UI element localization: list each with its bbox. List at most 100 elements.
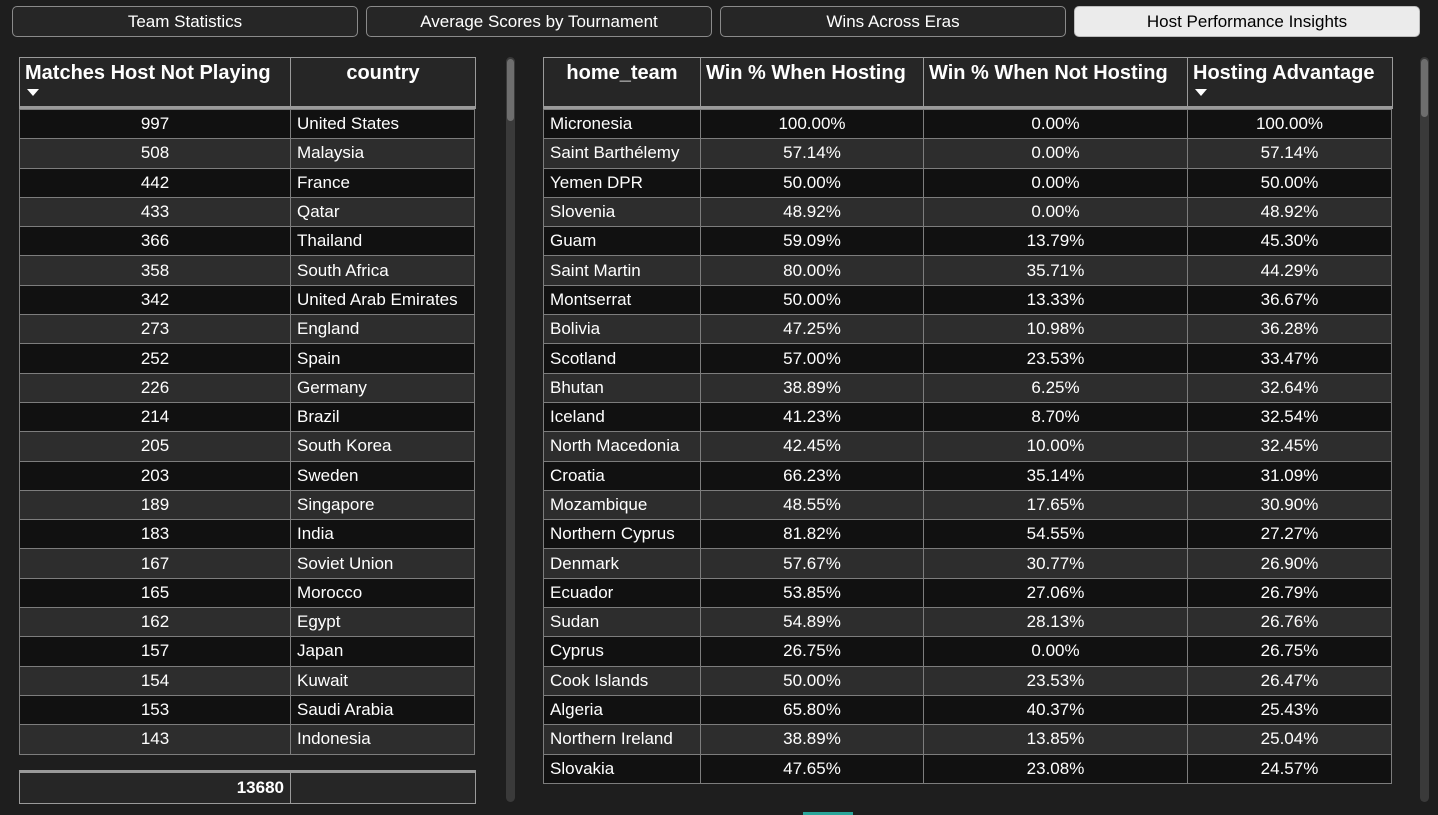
- win-pct-hosting-cell: 100.00%: [700, 109, 924, 140]
- table-row[interactable]: 273 England: [19, 314, 475, 345]
- table-row[interactable]: Yemen DPR 50.00% 0.00% 50.00%: [543, 167, 1392, 198]
- matches-cell: 153: [19, 694, 291, 726]
- table-row[interactable]: 226 Germany: [19, 372, 475, 403]
- left-scrollbar-thumb[interactable]: [507, 59, 514, 121]
- table-row[interactable]: Denmark 57.67% 30.77% 26.90%: [543, 548, 1392, 579]
- right-table-body[interactable]: Micronesia 100.00% 0.00% 100.00% Saint Barth…: [543, 109, 1392, 802]
- hosting-advantage-cell: 25.04%: [1187, 724, 1392, 755]
- table-row[interactable]: 183 India: [19, 519, 475, 550]
- home-team-cell: Denmark: [543, 548, 701, 579]
- table-row[interactable]: 366 Thailand: [19, 226, 475, 257]
- tab-host-performance-insights[interactable]: Host Performance Insights: [1074, 6, 1420, 37]
- home-team-cell: Northern Cyprus: [543, 519, 701, 550]
- country-cell: Japan: [290, 636, 475, 667]
- win-pct-hosting-cell: 38.89%: [700, 372, 924, 403]
- footer-country-cell: [290, 770, 476, 804]
- column-header-win-pct-hosting[interactable]: Win % When Hosting: [700, 57, 924, 109]
- table-row[interactable]: 162 Egypt: [19, 607, 475, 638]
- table-row[interactable]: 433 Qatar: [19, 196, 475, 228]
- tab-wins-across-eras[interactable]: Wins Across Eras: [720, 6, 1066, 37]
- table-row[interactable]: Montserrat 50.00% 13.33% 36.67%: [543, 284, 1392, 316]
- hosting-advantage-cell: 36.28%: [1187, 314, 1392, 345]
- table-row[interactable]: Northern Cyprus 81.82% 54.55% 27.27%: [543, 519, 1392, 550]
- win-pct-hosting-cell: 53.85%: [700, 577, 924, 609]
- hosting-advantage-cell: 57.14%: [1187, 138, 1392, 169]
- table-row[interactable]: 252 Spain: [19, 343, 475, 374]
- table-row[interactable]: Sudan 54.89% 28.13% 26.76%: [543, 607, 1392, 638]
- table-row[interactable]: 167 Soviet Union: [19, 548, 475, 579]
- table-row[interactable]: 154 Kuwait: [19, 665, 475, 696]
- win-pct-hosting-cell: 50.00%: [700, 665, 924, 696]
- table-row[interactable]: Micronesia 100.00% 0.00% 100.00%: [543, 109, 1392, 140]
- column-header-country[interactable]: country: [290, 57, 476, 109]
- table-row[interactable]: Slovakia 47.65% 23.08% 24.57%: [543, 753, 1392, 784]
- win-pct-hosting-cell: 48.92%: [700, 196, 924, 228]
- table-row[interactable]: 153 Saudi Arabia: [19, 694, 475, 726]
- table-row[interactable]: Algeria 65.80% 40.37% 25.43%: [543, 694, 1392, 726]
- column-header-win-pct-not-hosting[interactable]: Win % When Not Hosting: [923, 57, 1188, 109]
- matches-cell: 154: [19, 665, 291, 696]
- table-row[interactable]: 997 United States: [19, 109, 475, 140]
- home-team-cell: Slovenia: [543, 196, 701, 228]
- table-row[interactable]: 189 Singapore: [19, 489, 475, 521]
- table-row[interactable]: Scotland 57.00% 23.53% 33.47%: [543, 343, 1392, 374]
- table-row[interactable]: 165 Morocco: [19, 577, 475, 609]
- table-row[interactable]: Iceland 41.23% 8.70% 32.54%: [543, 401, 1392, 433]
- country-cell: United Arab Emirates: [290, 284, 475, 316]
- table-row[interactable]: 358 South Africa: [19, 255, 475, 286]
- right-table-scrollbar[interactable]: [1420, 57, 1429, 802]
- win-pct-hosting-cell: 47.65%: [700, 753, 924, 784]
- table-row[interactable]: Mozambique 48.55% 17.65% 30.90%: [543, 489, 1392, 521]
- table-row[interactable]: Bolivia 47.25% 10.98% 36.28%: [543, 314, 1392, 345]
- matches-cell: 205: [19, 431, 291, 462]
- table-row[interactable]: 214 Brazil: [19, 401, 475, 433]
- left-table-scrollbar[interactable]: [506, 57, 515, 802]
- left-table-body[interactable]: 997 United States 508 Malaysia 442 France 433 Q…: [19, 109, 475, 770]
- tab-average-scores-by-tournament[interactable]: Average Scores by Tournament: [366, 6, 712, 37]
- table-row[interactable]: Cyprus 26.75% 0.00% 26.75%: [543, 636, 1392, 667]
- right-scrollbar-thumb[interactable]: [1421, 59, 1428, 117]
- win-pct-not-hosting-cell: 28.13%: [923, 607, 1188, 638]
- win-pct-hosting-cell: 38.89%: [700, 724, 924, 755]
- matches-cell: 433: [19, 196, 291, 228]
- table-row[interactable]: 157 Japan: [19, 636, 475, 667]
- column-header-matches-host-not-playing[interactable]: Matches Host Not Playing: [19, 57, 291, 109]
- left-table-footer: 13680: [19, 770, 476, 804]
- country-cell: Sweden: [290, 460, 475, 491]
- table-row[interactable]: 442 France: [19, 167, 475, 198]
- table-row[interactable]: Saint Martin 80.00% 35.71% 44.29%: [543, 255, 1392, 286]
- table-row[interactable]: 203 Sweden: [19, 460, 475, 491]
- matches-cell: 143: [19, 724, 291, 755]
- table-row[interactable]: Slovenia 48.92% 0.00% 48.92%: [543, 196, 1392, 228]
- hosting-advantage-cell: 48.92%: [1187, 196, 1392, 228]
- matches-cell: 366: [19, 226, 291, 257]
- win-pct-not-hosting-cell: 8.70%: [923, 401, 1188, 433]
- column-header-home-team[interactable]: home_team: [543, 57, 701, 109]
- table-row[interactable]: Ecuador 53.85% 27.06% 26.79%: [543, 577, 1392, 609]
- hosting-advantage-cell: 26.75%: [1187, 636, 1392, 667]
- home-team-cell: Cyprus: [543, 636, 701, 667]
- column-header-hosting-advantage[interactable]: Hosting Advantage: [1187, 57, 1393, 109]
- table-row[interactable]: Croatia 66.23% 35.14% 31.09%: [543, 460, 1392, 491]
- table-row[interactable]: Saint Barthélemy 57.14% 0.00% 57.14%: [543, 138, 1392, 169]
- country-cell: India: [290, 519, 475, 550]
- win-pct-not-hosting-cell: 35.71%: [923, 255, 1188, 286]
- table-row[interactable]: 508 Malaysia: [19, 138, 475, 169]
- table-row[interactable]: North Macedonia 42.45% 10.00% 32.45%: [543, 431, 1392, 462]
- hosting-advantage-cell: 33.47%: [1187, 343, 1392, 374]
- matches-cell: 165: [19, 577, 291, 609]
- table-row[interactable]: 205 South Korea: [19, 431, 475, 462]
- home-team-cell: Bolivia: [543, 314, 701, 345]
- table-row[interactable]: 342 United Arab Emirates: [19, 284, 475, 316]
- table-row[interactable]: Cook Islands 50.00% 23.53% 26.47%: [543, 665, 1392, 696]
- table-row[interactable]: 143 Indonesia: [19, 724, 475, 755]
- column-header-label: Hosting Advantage: [1193, 62, 1375, 84]
- table-row[interactable]: Bhutan 38.89% 6.25% 32.64%: [543, 372, 1392, 403]
- table-row[interactable]: Northern Ireland 38.89% 13.85% 25.04%: [543, 724, 1392, 755]
- hosting-advantage-cell: 32.54%: [1187, 401, 1392, 433]
- matches-cell: 997: [19, 109, 291, 140]
- tab-team-statistics[interactable]: Team Statistics: [12, 6, 358, 37]
- table-row[interactable]: Guam 59.09% 13.79% 45.30%: [543, 226, 1392, 257]
- win-pct-hosting-cell: 65.80%: [700, 694, 924, 726]
